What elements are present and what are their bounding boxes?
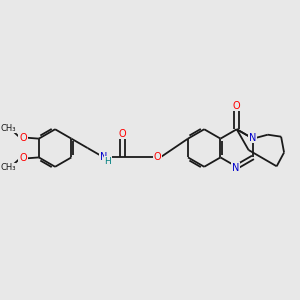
Text: O: O: [19, 153, 27, 164]
Text: H: H: [104, 157, 111, 166]
Text: N: N: [249, 133, 256, 143]
Text: O: O: [19, 133, 27, 143]
Text: N: N: [232, 163, 239, 173]
Text: N: N: [100, 152, 107, 162]
Text: O: O: [233, 100, 241, 111]
Text: O: O: [154, 152, 161, 162]
Text: O: O: [119, 129, 126, 139]
Text: CH₃: CH₃: [0, 124, 16, 133]
Text: CH₃: CH₃: [0, 163, 16, 172]
